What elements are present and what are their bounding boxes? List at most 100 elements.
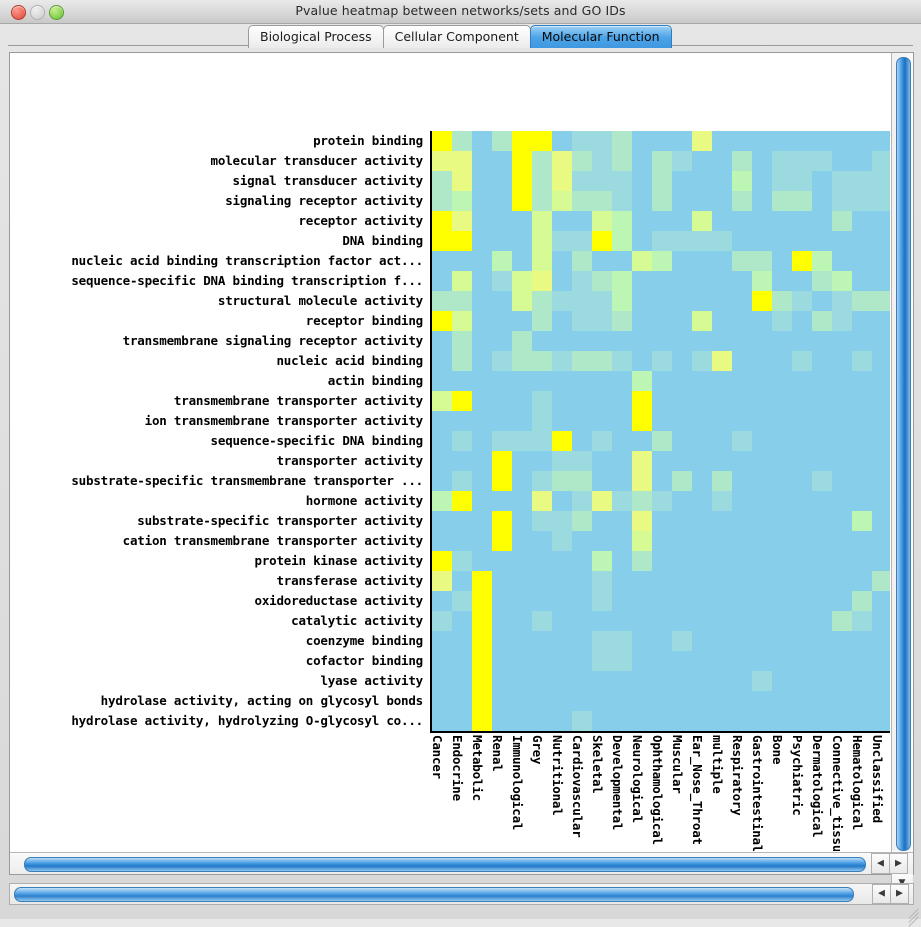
heatmap-cell[interactable] — [872, 231, 890, 251]
heatmap-cell[interactable] — [712, 491, 732, 511]
heatmap-cell[interactable] — [592, 131, 612, 151]
heatmap-cell[interactable] — [632, 311, 652, 331]
heatmap-cell[interactable] — [492, 251, 512, 271]
heatmap-cell[interactable] — [492, 511, 512, 531]
heatmap-cell[interactable] — [832, 191, 852, 211]
heatmap-cell[interactable] — [612, 271, 632, 291]
heatmap-cell[interactable] — [432, 251, 452, 271]
heatmap-cell[interactable] — [752, 451, 772, 471]
heatmap-cell[interactable] — [472, 131, 492, 151]
heatmap-cell[interactable] — [772, 291, 792, 311]
heatmap-cell[interactable] — [552, 491, 572, 511]
scroll-left-button[interactable]: ◀ — [871, 853, 890, 874]
heatmap-cell[interactable] — [612, 331, 632, 351]
heatmap-cell[interactable] — [552, 291, 572, 311]
heatmap-cell[interactable] — [772, 451, 792, 471]
heatmap-cell[interactable] — [612, 631, 632, 651]
heatmap-cell[interactable] — [752, 551, 772, 571]
heatmap-cell[interactable] — [512, 391, 532, 411]
heatmap-cell[interactable] — [792, 291, 812, 311]
heatmap-cell[interactable] — [452, 571, 472, 591]
heatmap-cell[interactable] — [552, 471, 572, 491]
heatmap-cell[interactable] — [512, 691, 532, 711]
heatmap-cell[interactable] — [652, 151, 672, 171]
heatmap-cell[interactable] — [652, 591, 672, 611]
heatmap-cell[interactable] — [652, 451, 672, 471]
heatmap-cell[interactable] — [632, 611, 652, 631]
heatmap-cell[interactable] — [832, 171, 852, 191]
heatmap-cell[interactable] — [592, 511, 612, 531]
heatmap-cell[interactable] — [432, 651, 452, 671]
heatmap-cell[interactable] — [652, 651, 672, 671]
heatmap-cell[interactable] — [512, 671, 532, 691]
heatmap-cell[interactable] — [572, 551, 592, 571]
heatmap-cell[interactable] — [852, 211, 872, 231]
heatmap-cell[interactable] — [632, 371, 652, 391]
heatmap-cell[interactable] — [472, 511, 492, 531]
heatmap-cell[interactable] — [652, 391, 672, 411]
heatmap-cell[interactable] — [552, 371, 572, 391]
heatmap-cell[interactable] — [472, 311, 492, 331]
heatmap-cell[interactable] — [772, 191, 792, 211]
heatmap-cell[interactable] — [852, 331, 872, 351]
heatmap-cell[interactable] — [452, 531, 472, 551]
heatmap-cell[interactable] — [672, 531, 692, 551]
heatmap-cell[interactable] — [732, 191, 752, 211]
heatmap-cell[interactable] — [792, 491, 812, 511]
heatmap-cell[interactable] — [492, 631, 512, 651]
heatmap-cell[interactable] — [812, 251, 832, 271]
heatmap-cell[interactable] — [672, 551, 692, 571]
heatmap-cell[interactable] — [492, 471, 512, 491]
heatmap-cell[interactable] — [652, 251, 672, 271]
heatmap-cell[interactable] — [812, 611, 832, 631]
heatmap-cell[interactable] — [692, 291, 712, 311]
heatmap-cell[interactable] — [432, 231, 452, 251]
heatmap-cell[interactable] — [772, 571, 792, 591]
heatmap-cell[interactable] — [532, 631, 552, 651]
heatmap-cell[interactable] — [852, 431, 872, 451]
heatmap-cell[interactable] — [812, 491, 832, 511]
heatmap-cell[interactable] — [572, 571, 592, 591]
heatmap-cell[interactable] — [572, 191, 592, 211]
heatmap-cell[interactable] — [872, 331, 890, 351]
heatmap-cell[interactable] — [792, 631, 812, 651]
heatmap-cell[interactable] — [592, 271, 612, 291]
heatmap-cell[interactable] — [632, 211, 652, 231]
heatmap-cell[interactable] — [712, 271, 732, 291]
heatmap-cell[interactable] — [872, 431, 890, 451]
vertical-scrollbar-thumb[interactable] — [896, 57, 911, 851]
heatmap-cell[interactable] — [872, 571, 890, 591]
minimize-window-button[interactable] — [30, 5, 45, 20]
heatmap-cell[interactable] — [792, 411, 812, 431]
heatmap-cell[interactable] — [552, 451, 572, 471]
heatmap-cell[interactable] — [792, 331, 812, 351]
heatmap-cell[interactable] — [592, 191, 612, 211]
heatmap-cell[interactable] — [492, 271, 512, 291]
heatmap-cell[interactable] — [652, 571, 672, 591]
heatmap-cell[interactable] — [572, 151, 592, 171]
heatmap-cell[interactable] — [452, 251, 472, 271]
heatmap-cell[interactable] — [832, 631, 852, 651]
heatmap-cell[interactable] — [452, 651, 472, 671]
heatmap-cell[interactable] — [672, 231, 692, 251]
heatmap-cell[interactable] — [532, 491, 552, 511]
heatmap-cell[interactable] — [572, 471, 592, 491]
heatmap-cell[interactable] — [872, 291, 890, 311]
heatmap-cell[interactable] — [792, 211, 812, 231]
heatmap-cell[interactable] — [572, 431, 592, 451]
close-window-button[interactable] — [11, 5, 26, 20]
heatmap-cell[interactable] — [432, 351, 452, 371]
heatmap-cell[interactable] — [672, 151, 692, 171]
heatmap-cell[interactable] — [852, 531, 872, 551]
heatmap-cell[interactable] — [552, 391, 572, 411]
heatmap-cell[interactable] — [472, 371, 492, 391]
heatmap-cell[interactable] — [432, 531, 452, 551]
heatmap-cell[interactable] — [692, 351, 712, 371]
horizontal-scrollbar-thumb[interactable] — [24, 857, 866, 872]
heatmap-cell[interactable] — [732, 711, 752, 731]
heatmap-cell[interactable] — [572, 531, 592, 551]
heatmap-cell[interactable] — [472, 251, 492, 271]
heatmap-cell[interactable] — [652, 311, 672, 331]
heatmap-cell[interactable] — [712, 651, 732, 671]
heatmap-cell[interactable] — [452, 131, 472, 151]
